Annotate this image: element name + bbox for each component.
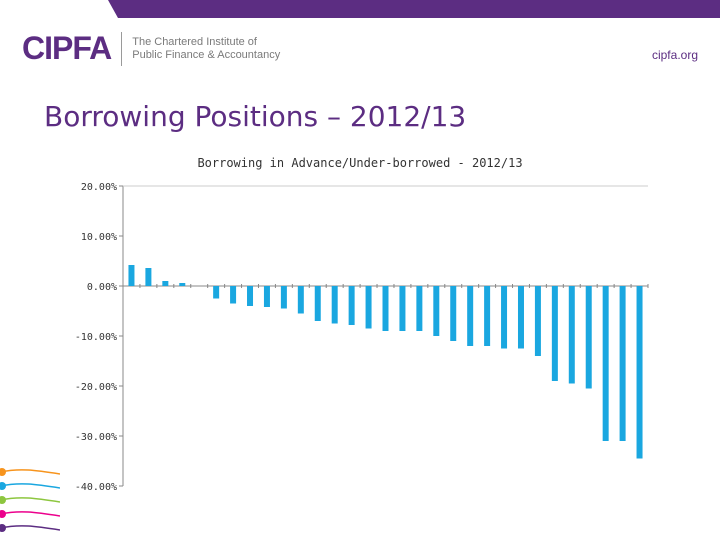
logo-tagline-line2: Public Finance & Accountancy bbox=[132, 48, 281, 61]
site-url[interactable]: cipfa.org bbox=[651, 48, 698, 62]
logo-divider bbox=[121, 31, 123, 66]
bar bbox=[314, 286, 321, 321]
logo-wordmark: CIPFA bbox=[22, 30, 112, 66]
bar bbox=[331, 286, 338, 324]
chart-title: Borrowing in Advance/Under-borrowed - 20… bbox=[197, 156, 523, 170]
bar bbox=[247, 286, 254, 306]
bar bbox=[399, 286, 406, 331]
bar bbox=[128, 265, 135, 286]
bar bbox=[280, 286, 287, 309]
cipfa-logo: CIPFA The Chartered Institute of Public … bbox=[22, 30, 280, 67]
bar bbox=[145, 268, 152, 286]
bar bbox=[416, 286, 423, 331]
bar bbox=[450, 286, 457, 341]
bar bbox=[484, 286, 491, 346]
bar bbox=[619, 286, 626, 441]
header-band bbox=[0, 0, 720, 18]
bar bbox=[433, 286, 440, 336]
y-tick-label: -20.00% bbox=[75, 382, 117, 393]
y-tick-label: -40.00% bbox=[75, 482, 117, 493]
bar bbox=[348, 286, 355, 325]
bar bbox=[179, 283, 186, 286]
bar bbox=[213, 286, 220, 299]
bar bbox=[297, 286, 304, 314]
logo-tagline-line1: The Chartered Institute of bbox=[132, 35, 257, 48]
bar bbox=[162, 281, 169, 286]
bar bbox=[230, 286, 237, 304]
y-tick-label: 0.00% bbox=[87, 282, 117, 293]
bar bbox=[534, 286, 541, 356]
bar bbox=[263, 286, 270, 307]
bar bbox=[568, 286, 575, 384]
bar bbox=[382, 286, 389, 331]
y-tick-label: -10.00% bbox=[75, 332, 117, 343]
bar bbox=[517, 286, 524, 349]
bar bbox=[585, 286, 592, 389]
decorative-side-lines bbox=[0, 468, 60, 532]
bar bbox=[467, 286, 474, 346]
bar bbox=[636, 286, 643, 459]
y-tick-label: 20.00% bbox=[81, 182, 117, 193]
bar bbox=[501, 286, 508, 349]
y-tick-label: -30.00% bbox=[75, 432, 117, 443]
bar bbox=[551, 286, 558, 381]
bar bbox=[365, 286, 372, 329]
bar bbox=[602, 286, 609, 441]
y-tick-label: 10.00% bbox=[81, 232, 117, 243]
slide-title: Borrowing Positions – 2012/13 bbox=[44, 100, 467, 133]
logo-tagline: The Chartered Institute of Public Financ… bbox=[132, 36, 280, 62]
